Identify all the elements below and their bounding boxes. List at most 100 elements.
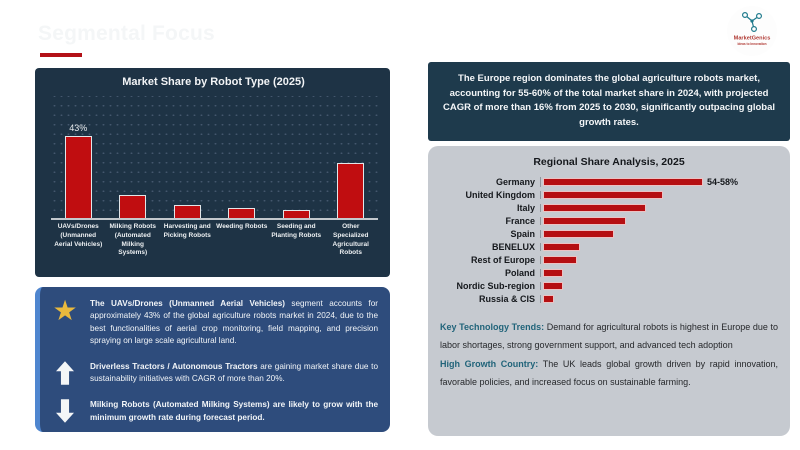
region-label: Spain xyxy=(510,229,535,240)
regional-chart-row: Italy xyxy=(438,202,780,215)
star-icon: ★ xyxy=(52,295,78,326)
insight-milking: Milking Robots (Automated Milking System… xyxy=(50,399,378,424)
page-title: Segmental Focus xyxy=(38,22,215,45)
robot-type-bar-column xyxy=(215,195,270,218)
region-bar xyxy=(543,230,614,239)
robot-type-bar xyxy=(119,195,147,218)
insight-tractors: Driverless Tractors / Autonomous Tractor… xyxy=(50,361,378,386)
region-bar-track: 54-58% xyxy=(540,177,780,188)
robot-type-bar-column xyxy=(160,192,215,218)
region-bar-track xyxy=(540,295,780,304)
up-arrow-icon xyxy=(50,361,80,385)
insight-text: Milking Robots (Automated Milking System… xyxy=(90,399,378,424)
insight-uavs: ★ The UAVs/Drones (Unmanned Aerial Vehic… xyxy=(50,295,378,347)
region-bar xyxy=(543,217,626,226)
robot-type-bar-column xyxy=(324,150,379,218)
region-bar xyxy=(543,256,577,265)
region-bar xyxy=(543,178,703,187)
x-axis-label: Seeding and Planting Robots xyxy=(271,223,322,239)
regional-chart-title: Regional Share Analysis, 2025 xyxy=(533,155,685,168)
bar-value-label: 43% xyxy=(69,123,88,133)
region-bar xyxy=(543,204,646,213)
region-bar xyxy=(543,191,663,200)
down-arrow-icon xyxy=(50,399,80,424)
insight-text: The UAVs/Drones (Unmanned Aerial Vehicle… xyxy=(90,298,378,347)
regional-chart-row: Rest of Europe xyxy=(438,254,780,267)
marketgenics-logo: MarketGenics Ideas to Innovation xyxy=(727,6,777,56)
region-bar-track xyxy=(540,256,780,265)
region-label: BENELUX xyxy=(491,242,535,253)
x-axis-label: Other Specialized Agricultural Robots xyxy=(332,223,369,257)
region-label: Germany xyxy=(495,177,535,188)
region-bar-track xyxy=(540,230,780,239)
insight-bold: Milking Robots (Automated Milking System… xyxy=(90,400,378,422)
regional-chart-row: Poland xyxy=(438,267,780,280)
region-bar-track xyxy=(540,282,780,291)
right-column: The Europe region dominates the global a… xyxy=(428,62,790,436)
region-bar-track xyxy=(540,243,780,252)
robot-type-bar xyxy=(64,136,92,218)
region-label: Poland xyxy=(504,268,535,279)
x-axis-label: Milking Robots (Automated Milking System… xyxy=(109,223,157,257)
regional-chart: Germany 54-58% United Kingdom Italy France Sp… xyxy=(438,176,780,306)
key-point-text: Demand for agricultural robots is highes… xyxy=(440,321,778,351)
region-label: Italy xyxy=(516,203,535,214)
logo-name: MarketGenics xyxy=(734,36,771,42)
robot-type-bar-column: 43% xyxy=(51,123,106,218)
region-bar-track xyxy=(540,217,780,226)
robot-type-bar xyxy=(173,205,201,218)
region-bar xyxy=(543,282,563,291)
molecule-icon xyxy=(742,11,763,33)
robot-type-bar xyxy=(228,208,256,218)
x-axis-label: UAVs/Drones (Unmanned Aerial Vehicles) xyxy=(54,223,103,248)
region-bar xyxy=(543,269,563,278)
robot-type-chart-plot: 43% xyxy=(51,96,378,220)
region-bar-track xyxy=(540,204,780,213)
insight-bold: Driverless Tractors / Autonomous Tractor… xyxy=(90,362,258,371)
regional-chart-row: Russia & CIS xyxy=(438,293,780,306)
insight-text: Driverless Tractors / Autonomous Tractor… xyxy=(90,361,378,386)
region-label: Rest of Europe xyxy=(470,255,535,266)
robot-type-bar xyxy=(282,210,310,218)
robot-type-bar-column xyxy=(269,197,324,218)
key-points: Key Technology Trends: Demand for agricu… xyxy=(438,318,780,392)
logo-tagline: Ideas to Innovation xyxy=(737,42,766,46)
robot-type-chart-title: Market Share by Robot Type (2025) xyxy=(122,76,305,88)
regional-chart-row: Nordic Sub-region xyxy=(438,280,780,293)
robot-type-chart-panel: Market Share by Robot Type (2025) 43% UA… xyxy=(35,68,390,277)
regional-chart-row: BENELUX xyxy=(438,241,780,254)
robot-type-bar xyxy=(337,163,365,218)
regional-chart-row: Germany 54-58% xyxy=(438,176,780,189)
key-point-label: Key Technology Trends: xyxy=(440,321,545,332)
insights-panel: ★ The UAVs/Drones (Unmanned Aerial Vehic… xyxy=(35,287,390,432)
regional-chart-row: United Kingdom xyxy=(438,189,780,202)
region-bar-track xyxy=(540,191,780,200)
title-underline xyxy=(40,53,82,57)
key-technology-trends: Key Technology Trends: Demand for agricu… xyxy=(440,318,778,355)
robot-type-chart-categories: UAVs/Drones (Unmanned Aerial Vehicles) Mi… xyxy=(51,223,378,258)
region-label: France xyxy=(505,216,535,227)
high-growth-country: High Growth Country: The UK leads global… xyxy=(440,355,778,392)
logo-graphic: MarketGenics Ideas to Innovation xyxy=(727,6,777,56)
region-label: Russia & CIS xyxy=(478,294,535,305)
left-column: Market Share by Robot Type (2025) 43% UA… xyxy=(35,68,390,432)
x-axis-label: Harvesting and Picking Robots xyxy=(163,223,211,239)
insight-rest: segment accounts for approximately 43% o… xyxy=(90,299,378,345)
regional-analysis-panel: Regional Share Analysis, 2025 Germany 54-… xyxy=(428,145,790,436)
region-bar xyxy=(543,295,554,304)
region-bar-track xyxy=(540,269,780,278)
region-label: United Kingdom xyxy=(465,190,536,201)
robot-type-bar-column xyxy=(106,182,161,218)
europe-summary-box: The Europe region dominates the global a… xyxy=(428,62,790,141)
insight-rest: are gaining market share due to sustaina… xyxy=(90,362,378,384)
regional-chart-row: France xyxy=(438,215,780,228)
region-label: Nordic Sub-region xyxy=(456,281,536,292)
region-bar xyxy=(543,243,580,252)
regional-chart-row: Spain xyxy=(438,228,780,241)
region-bar-value-label: 54-58% xyxy=(707,177,739,188)
insight-bold: The UAVs/Drones (Unmanned Aerial Vehicle… xyxy=(90,299,285,308)
key-point-text: The UK leads global growth driven by rap… xyxy=(440,358,778,388)
x-axis-label: Weeding Robots xyxy=(216,223,268,230)
key-point-label: High Growth Country: xyxy=(440,358,539,369)
